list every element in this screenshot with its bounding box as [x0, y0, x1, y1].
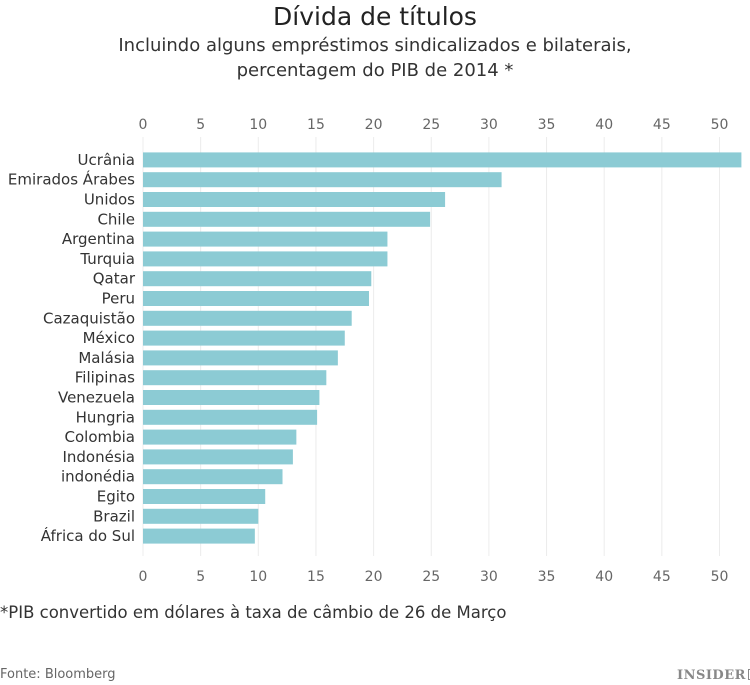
category-label: indonédia [61, 468, 135, 486]
x-tick-label-top: 20 [365, 117, 383, 133]
chart-subtitle-line1: Incluindo alguns empréstimos sindicaliza… [118, 35, 632, 56]
x-tick-label-top: 45 [653, 117, 671, 133]
x-tick-label-bottom: 10 [249, 569, 267, 585]
category-label: Turquia [79, 250, 135, 268]
bar [143, 330, 345, 346]
category-label: Qatar [93, 270, 136, 288]
category-label: Ucrânia [78, 151, 135, 169]
bar [143, 310, 352, 326]
x-tick-label-top: 0 [139, 117, 148, 133]
x-tick-label-bottom: 50 [711, 569, 729, 585]
x-tick-label-bottom: 0 [139, 569, 148, 585]
bar [143, 528, 255, 544]
category-label: Colombia [65, 428, 136, 446]
category-label: Venezuela [58, 389, 135, 407]
bar [143, 172, 502, 188]
bar [143, 449, 293, 465]
category-label: Argentina [62, 230, 135, 248]
x-tick-label-top: 15 [307, 117, 325, 133]
chart-subtitle-line2: percentagem do PIB de 2014 * [236, 60, 514, 81]
x-tick-label-bottom: 15 [307, 569, 325, 585]
footnote: *PIB convertido em dólares à taxa de câm… [0, 603, 507, 622]
x-tick-label-bottom: 45 [653, 569, 671, 585]
category-label: México [83, 329, 135, 347]
bar [143, 390, 320, 405]
category-label: Chile [97, 210, 135, 228]
category-label: Brazil [93, 507, 135, 525]
x-tick-label-top: 50 [711, 117, 729, 133]
x-tick-label-bottom: 25 [422, 569, 440, 585]
x-tick-label-bottom: 40 [595, 569, 613, 585]
bar [143, 489, 266, 504]
insider-pro-logo: INSIDERPRO [677, 668, 750, 683]
bar [143, 469, 283, 485]
x-tick-label-top: 30 [480, 117, 498, 133]
bar [143, 429, 297, 445]
x-tick-label-top: 25 [422, 117, 440, 133]
bar [143, 211, 431, 227]
category-label: Peru [102, 290, 135, 308]
source-note: Fonte: Bloomberg [0, 667, 116, 682]
bar [143, 271, 372, 287]
bar [143, 152, 742, 168]
x-tick-label-top: 35 [538, 117, 556, 133]
category-label: África do Sul [41, 526, 135, 545]
bar [143, 231, 388, 247]
x-tick-label-top: 10 [249, 117, 267, 133]
x-tick-label-bottom: 20 [365, 569, 383, 585]
bar [143, 350, 338, 366]
category-label: Malásia [78, 349, 135, 367]
bar [143, 370, 327, 386]
bar [143, 251, 388, 267]
category-label: Emirados Árabes [8, 170, 135, 189]
bar [143, 192, 446, 207]
category-label: Cazaquistão [43, 309, 135, 327]
category-label: Indonésia [62, 448, 135, 466]
bar [143, 508, 259, 524]
category-label: Filipinas [75, 369, 135, 387]
x-tick-label-bottom: 5 [196, 569, 205, 585]
x-tick-label-bottom: 35 [538, 569, 556, 585]
category-label: Egito [97, 488, 135, 506]
x-tick-label-bottom: 30 [480, 569, 498, 585]
bar [143, 291, 369, 306]
bar [143, 409, 318, 425]
category-label: Hungria [76, 408, 135, 426]
category-label: Unidos [84, 191, 135, 209]
x-tick-label-top: 5 [196, 117, 205, 133]
chart-title: Dívida de títulos [273, 2, 477, 31]
x-tick-label-top: 40 [595, 117, 613, 133]
